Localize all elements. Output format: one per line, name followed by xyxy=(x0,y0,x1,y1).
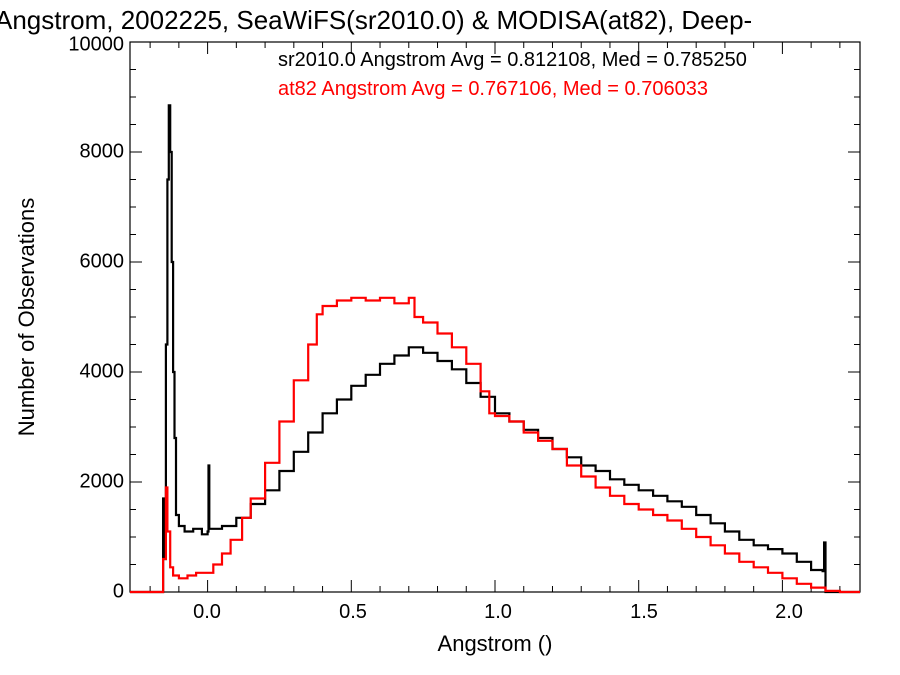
x-tick-label: 1.5 xyxy=(630,601,658,623)
x-tick-label: 1.0 xyxy=(484,601,512,623)
series-layer xyxy=(130,104,860,594)
x-tick-label: 2.0 xyxy=(775,601,803,623)
x-axis-label: Angstrom () xyxy=(438,631,553,656)
x-tick-label: 0.5 xyxy=(339,601,367,623)
y-tick-label: 4000 xyxy=(80,360,125,382)
y-tick-label: 2000 xyxy=(80,470,125,492)
y-axis: 0 2000 4000 6000 8000 10000 Number of Ob… xyxy=(14,33,124,602)
series-black-line xyxy=(130,104,860,594)
y-tick-label: 10000 xyxy=(68,33,124,55)
y-tick-label: 0 xyxy=(113,580,124,602)
series-red-line xyxy=(130,296,860,594)
x-axis: 0.0 0.5 1.0 1.5 2.0 Angstrom () xyxy=(193,601,803,656)
y-tick-label: 8000 xyxy=(80,140,125,162)
plot-frame xyxy=(129,41,861,593)
y-tick-label: 6000 xyxy=(80,250,125,272)
annotation-red: at82 Angstrom Avg = 0.767106, Med = 0.70… xyxy=(278,78,708,100)
x-tick-label: 0.0 xyxy=(193,601,221,623)
axis-ticks xyxy=(130,41,860,593)
chart-title: Angstrom, 2002225, SeaWiFS(sr2010.0) & M… xyxy=(0,5,752,35)
annotation-black: sr2010.0 Angstrom Avg = 0.812108, Med = … xyxy=(278,49,747,71)
y-axis-label: Number of Observations xyxy=(14,198,39,436)
